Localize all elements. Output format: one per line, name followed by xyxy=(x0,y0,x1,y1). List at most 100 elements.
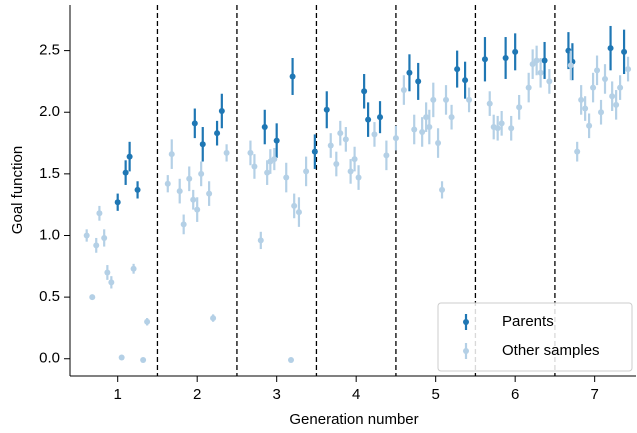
data-point xyxy=(101,234,108,241)
data-point xyxy=(289,73,296,80)
y-tick-label: 0.0 xyxy=(39,350,60,367)
y-axis-label: Goal function xyxy=(9,146,26,234)
data-point xyxy=(377,114,384,121)
data-point xyxy=(574,148,581,155)
data-point xyxy=(502,55,509,61)
data-point xyxy=(223,149,230,156)
data-point xyxy=(261,124,268,131)
data-point xyxy=(594,67,601,74)
data-point xyxy=(164,180,171,187)
data-point xyxy=(194,206,201,213)
data-point xyxy=(108,279,115,286)
data-point xyxy=(582,105,589,112)
data-point xyxy=(214,130,221,137)
data-point xyxy=(371,131,378,138)
data-point xyxy=(419,128,426,135)
data-point xyxy=(361,88,368,95)
data-point xyxy=(273,137,280,144)
data-point xyxy=(337,130,344,137)
data-point xyxy=(516,104,523,111)
data-point xyxy=(168,151,175,158)
data-point xyxy=(617,84,624,91)
data-point xyxy=(462,77,469,84)
data-point xyxy=(529,61,536,68)
data-point xyxy=(176,188,183,195)
data-point xyxy=(191,120,198,127)
y-tick-label: 0.5 xyxy=(39,288,60,305)
data-point xyxy=(383,152,390,159)
data-point xyxy=(264,169,271,176)
data-point xyxy=(586,122,593,129)
data-point xyxy=(206,190,213,197)
data-point xyxy=(104,269,111,276)
data-point xyxy=(311,148,318,155)
y-tick-label: 1.0 xyxy=(39,226,60,243)
data-point xyxy=(601,75,608,82)
data-point xyxy=(303,168,310,175)
data-point xyxy=(609,93,616,100)
data-point xyxy=(411,126,418,133)
data-point xyxy=(598,109,605,116)
data-point xyxy=(365,116,372,123)
data-point xyxy=(190,196,197,203)
x-tick-label: 5 xyxy=(432,386,440,403)
data-point xyxy=(590,84,597,91)
data-point xyxy=(283,174,290,181)
data-point xyxy=(323,106,330,113)
data-point xyxy=(481,56,488,63)
data-point xyxy=(439,186,446,193)
y-tick-label: 2.0 xyxy=(39,103,60,120)
y-tick-label: 1.5 xyxy=(39,165,60,182)
data-point xyxy=(621,48,628,55)
data-point xyxy=(333,161,340,167)
data-point xyxy=(578,96,585,103)
data-point xyxy=(140,356,147,363)
data-point xyxy=(83,232,90,239)
data-point xyxy=(327,142,334,149)
data-point xyxy=(435,140,442,147)
data-point xyxy=(251,163,258,170)
legend-label: Parents xyxy=(502,313,554,330)
x-tick-label: 2 xyxy=(193,386,201,403)
data-point xyxy=(541,57,548,64)
data-point xyxy=(430,96,437,103)
data-point xyxy=(218,108,225,114)
x-axis-label: Generation number xyxy=(289,411,418,428)
data-point xyxy=(347,168,354,175)
data-point xyxy=(486,100,493,107)
data-point xyxy=(567,62,574,69)
data-point xyxy=(423,114,430,121)
data-point xyxy=(607,45,614,52)
data-point xyxy=(512,48,519,55)
data-point xyxy=(198,170,205,177)
data-point xyxy=(89,294,96,301)
data-point xyxy=(210,315,217,322)
data-point xyxy=(271,156,278,163)
data-point xyxy=(295,209,302,216)
data-point xyxy=(466,96,473,103)
data-point xyxy=(186,175,193,182)
data-point xyxy=(257,237,264,244)
x-tick-label: 1 xyxy=(114,386,122,403)
data-point xyxy=(114,199,121,206)
x-tick-label: 3 xyxy=(273,386,281,403)
y-tick-label: 2.5 xyxy=(39,42,60,59)
data-point xyxy=(406,69,413,76)
data-point xyxy=(415,78,422,85)
data-point xyxy=(355,174,362,181)
x-tick-label: 4 xyxy=(352,386,360,403)
data-point xyxy=(144,318,151,325)
data-point xyxy=(126,153,133,160)
data-point xyxy=(122,169,129,176)
data-point xyxy=(400,87,407,94)
data-point xyxy=(351,156,358,163)
data-point xyxy=(443,96,450,103)
data-point xyxy=(291,202,298,209)
x-tick-label: 6 xyxy=(511,386,519,403)
legend-label: Other samples xyxy=(502,342,600,359)
data-point xyxy=(537,69,544,76)
data-point xyxy=(93,242,100,249)
data-point xyxy=(546,78,553,85)
data-point xyxy=(180,221,187,228)
